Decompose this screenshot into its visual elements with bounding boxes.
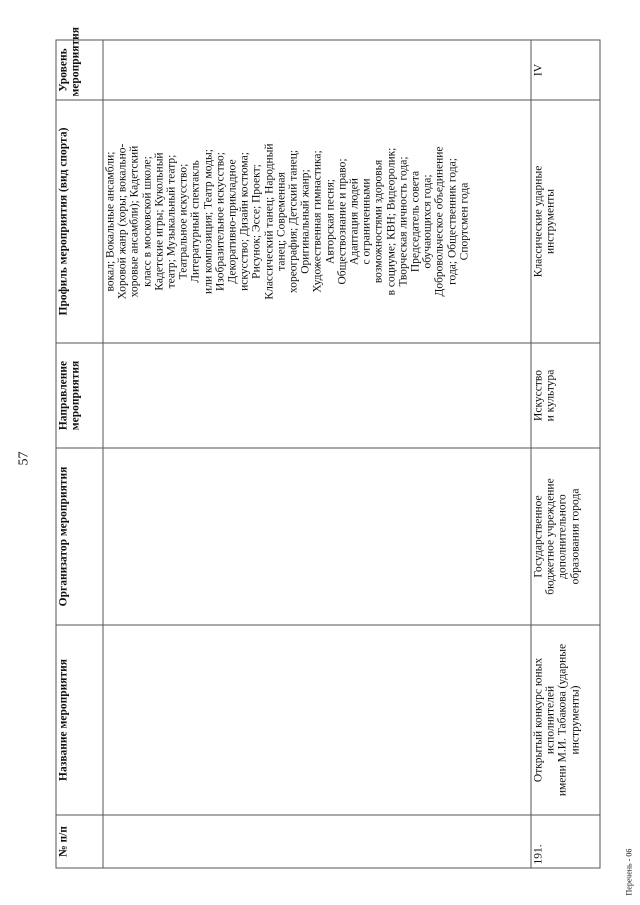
text-line: Адаптация людей	[348, 177, 361, 265]
text-line: и культура	[544, 369, 557, 421]
text-line: Авторская песня;	[323, 178, 336, 264]
text-line: Спортсмен года	[457, 182, 470, 260]
text-line: Государственное	[532, 494, 544, 578]
text-line: хореография; Детский танец;	[287, 149, 300, 293]
text-line: Открытый конкурс юных	[532, 657, 544, 782]
text-line: Оригинальный жанр;	[299, 168, 312, 274]
text-line: Литературный спектакль	[189, 159, 202, 283]
text-line: или композиция; Театр моды;	[201, 148, 214, 294]
text-line: Кадетские игры; Кукольный	[152, 151, 165, 291]
text-line: хоровые ансамбли); Кадетский	[128, 145, 141, 297]
text-line: театр; Музыкальный театр;	[165, 154, 178, 288]
cell-organizer: Государственное бюджетное учреждение допол…	[530, 447, 600, 625]
page-number: 57	[16, 451, 31, 465]
text-line: года; Общественник года;	[445, 157, 458, 285]
text-line: Творческая личность года;	[396, 155, 409, 287]
text-line: возможностями здоровья	[372, 159, 385, 283]
text-line: Художественная гимнастика;	[311, 149, 324, 293]
cell-level: IV	[530, 39, 600, 100]
text-line: исполнителей	[544, 685, 557, 754]
cell-direction: Искусство и культура	[530, 342, 600, 448]
text-line: танец; Современная	[274, 171, 287, 271]
text-line: инструменты)	[568, 685, 581, 754]
text-line: дополнительного	[556, 493, 569, 579]
text-line: Театральное искусство;	[177, 163, 190, 279]
text-line: класс в московской школе;	[140, 155, 153, 287]
header-profile: Профиль мероприятия (вид спорта)	[55, 99, 103, 343]
text-line: Добровольческое объединение	[433, 145, 446, 297]
text-line: Декоративно-прикладное	[226, 158, 239, 284]
cell-empty	[102, 814, 531, 868]
text-line: Классический танец; Народный	[262, 142, 275, 300]
cell-name: Открытый конкурс юных исполнителей имени М…	[530, 624, 600, 815]
table-row: 191. Открытый конкурс юных исполнителей им…	[530, 39, 600, 868]
header-level: Уровень мероприятия	[55, 27, 103, 100]
cell-empty	[102, 447, 531, 625]
table-row-continuation: вокал; Вокальные ансамбли; Хоровой жанр (…	[102, 39, 531, 868]
text-line: Рисунок; Эссе; Проект;	[250, 163, 263, 279]
cell-empty	[102, 624, 531, 815]
header-organizer: Организатор мероприятия	[55, 447, 103, 625]
cell-number: 191.	[530, 814, 600, 868]
text-line: инструменты	[544, 188, 557, 254]
text-line: бюджетное учреждение	[544, 477, 557, 595]
cell-profile: Классические ударные инструменты	[530, 99, 600, 343]
text-line: в социуме; КВН; Видеоролик;	[384, 147, 397, 295]
text-line: с ограниченными	[360, 178, 373, 264]
text-line: Искусство	[532, 369, 544, 421]
text-line: Изобразительное искусство;	[213, 151, 226, 291]
cell-empty	[102, 39, 531, 100]
header-direction: Направление мероприятия	[55, 342, 103, 448]
header-number: № п/п	[55, 814, 103, 868]
text-line: образования города	[568, 488, 581, 584]
text-line: обучающихся года;	[421, 173, 434, 269]
text-line: искусство; Дизайн костюма;	[238, 151, 251, 291]
text-line: имени М.И. Табакова (ударные	[556, 643, 569, 796]
header-name: Название мероприятия	[55, 624, 103, 815]
header-row: № п/п Название мероприятия Организатор м…	[55, 27, 103, 868]
events-table: № п/п Название мероприятия Организатор м…	[55, 27, 600, 868]
text-line: Обществознание и право;	[335, 157, 348, 285]
text-line: вокал; Вокальные ансамбли;	[104, 151, 116, 291]
footer-note: Перечень - 06	[624, 848, 633, 895]
cell-empty	[102, 342, 531, 448]
text-line: Хоровой жанр (хоры; вокально-	[116, 143, 129, 299]
text-line: Классические ударные	[532, 165, 544, 277]
text-line: Председатель совета	[409, 170, 422, 272]
cell-profile: вокал; Вокальные ансамбли; Хоровой жанр (…	[102, 99, 531, 343]
